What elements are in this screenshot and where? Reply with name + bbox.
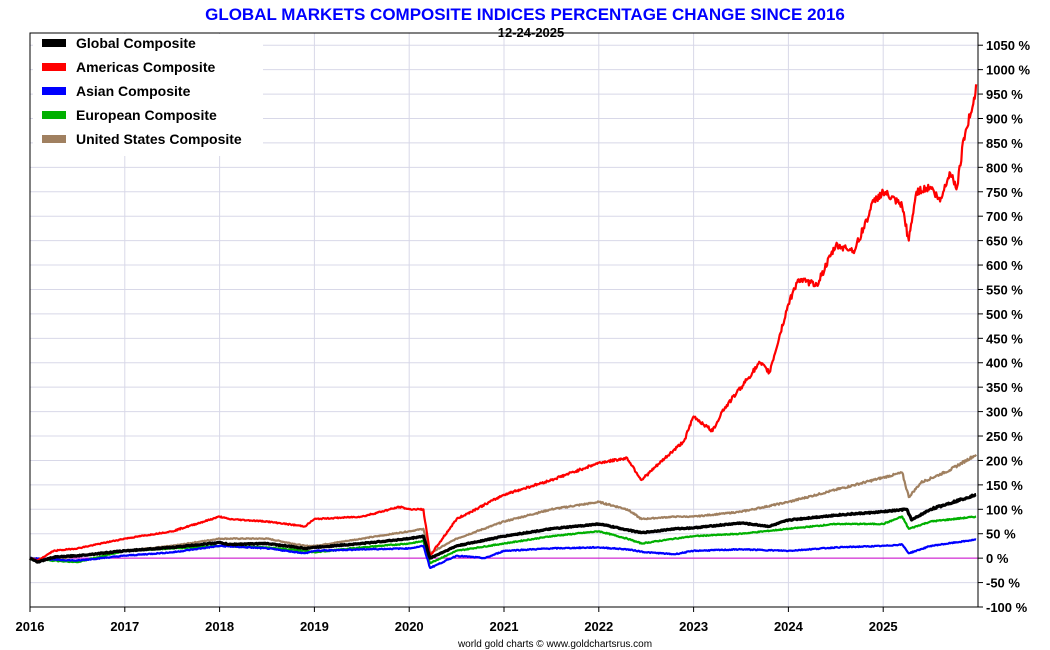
x-tick-label: 2024 [774,619,804,634]
y-tick-label: 300 % [986,405,1023,420]
y-tick-label: -100 % [986,600,1028,615]
legend-label: Americas Composite [76,59,215,75]
y-tick-label: 50 % [986,527,1016,542]
y-tick-label: 350 % [986,380,1023,395]
chart-title: GLOBAL MARKETS COMPOSITE INDICES PERCENT… [205,5,845,24]
legend-swatch [42,39,66,47]
series-line-european-composite [29,515,977,565]
x-tick-label: 2016 [16,619,45,634]
series-line-asian-composite [29,538,977,570]
y-axis: 1050 % 1000 % 950 % 900 % 850 % 800 % 750 % 700… [978,38,1031,615]
y-tick-label: 700 % [986,209,1023,224]
y-tick-label: 400 % [986,356,1023,371]
legend-swatch [42,63,66,71]
series-lines [28,84,978,570]
y-tick-label: 750 % [986,185,1023,200]
legend-background [33,34,263,156]
legend-label: European Composite [76,107,217,123]
y-tick-label: 850 % [986,136,1023,151]
x-tick-label: 2022 [584,619,613,634]
y-tick-label: 450 % [986,331,1023,346]
y-tick-label: 550 % [986,282,1023,297]
y-tick-label: 100 % [986,502,1023,517]
y-tick-label: 650 % [986,234,1023,249]
legend-label: United States Composite [76,131,242,147]
y-tick-label: 500 % [986,307,1023,322]
x-tick-label: 2021 [490,619,519,634]
y-tick-label: 950 % [986,87,1023,102]
x-tick-label: 2023 [679,619,708,634]
legend-label: Global Composite [76,35,196,51]
series-line-global-composite [28,493,977,564]
series-line-united-states-composite [29,453,978,561]
y-tick-label: 250 % [986,429,1023,444]
y-tick-label: 600 % [986,258,1023,273]
legend-swatch [42,111,66,119]
y-tick-label: 1050 % [986,38,1031,53]
y-tick-label: 900 % [986,111,1023,126]
legend-swatch [42,135,66,143]
x-tick-label: 2019 [300,619,329,634]
series-line-americas-composite [29,84,978,562]
x-axis: 2016 2017 2018 2019 2020 2021 2022 2023 2024 2025 [16,607,898,634]
y-tick-label: 0 % [986,551,1009,566]
y-tick-label: 200 % [986,453,1023,468]
x-tick-label: 2025 [869,619,898,634]
x-tick-label: 2017 [110,619,139,634]
grid-lines [29,33,978,608]
legend: Global Composite Americas Composite Asian … [33,34,263,156]
legend-label: Asian Composite [76,83,191,99]
credit-text: world gold charts © www.goldchartsrus.co… [457,639,652,650]
x-tick-label: 2020 [395,619,424,634]
y-tick-label: -50 % [986,576,1020,591]
y-tick-label: 1000 % [986,63,1031,78]
legend-swatch [42,87,66,95]
y-tick-label: 800 % [986,160,1023,175]
y-tick-label: 150 % [986,478,1023,493]
x-tick-label: 2018 [205,619,234,634]
